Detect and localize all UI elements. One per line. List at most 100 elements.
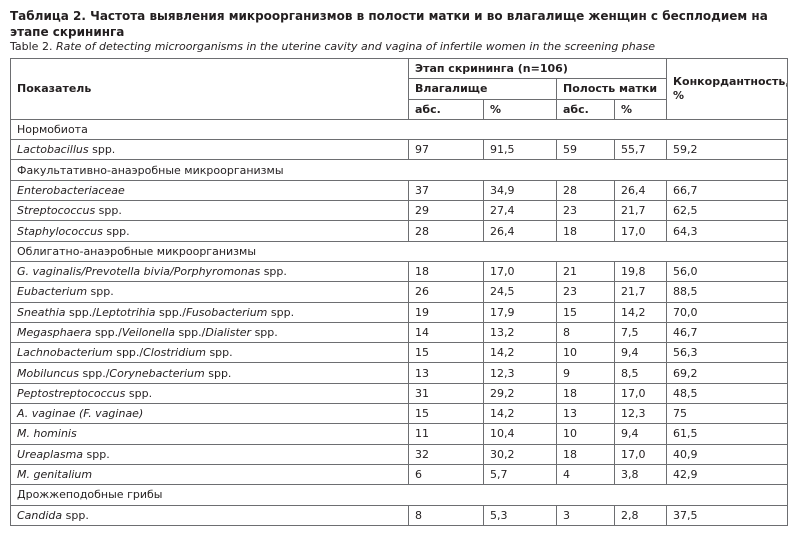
label-cell: Sneathia spp./Leptotrihia spp./Fusobacte… [10,301,409,323]
value-cell: 5,3 [483,504,557,526]
label-part: Candida [17,508,63,522]
label-part: spp. [251,326,278,339]
label-part: M. genitalium [17,468,93,482]
value-cell: 18 [556,220,615,242]
value-cell: 56,3 [666,342,789,364]
value-cell: 37 [408,179,484,202]
value-cell: 12,3 [483,362,557,384]
value-cell: 15 [408,403,484,425]
label-part: Mobiluncus [17,366,80,380]
data-table: Показатель Этап скрининга (n=106) Конкор… [9,57,789,526]
label-part: Leptotrihia [95,305,156,319]
label-part: spp./ [112,346,144,360]
label-part: Peptostreptococcus [17,386,126,400]
header-cell: Конкордантность, % [666,58,789,120]
label-part: spp. [204,366,232,380]
value-cell: 28 [556,179,615,202]
label-cell: Eubacterium spp. [10,281,409,303]
label-cell: Megasphaera spp./Veilonella spp./Dialist… [10,321,409,344]
label-part: spp./ [174,326,206,339]
label-cell: Ureaplasma spp. [10,443,409,465]
label-cell: Streptococcus spp. [10,200,409,222]
value-cell: 14,2 [483,342,557,364]
value-cell: 5,7 [483,463,557,486]
value-cell: 75 [666,403,789,425]
label-cell: Enterobacteriaceae [10,179,409,202]
value-cell: 8,5 [613,362,668,384]
label-part: Staphylococcus [17,224,103,238]
label-part: spp. [62,508,89,522]
label-part: spp. [83,447,110,461]
value-cell: 9,4 [613,423,668,445]
label-part: spp. [205,346,233,360]
label-part: Lactobacillus [17,143,89,157]
value-cell: 27,4 [483,200,557,222]
section-row: Дрожжеподобные грибы [9,484,789,506]
value-cell: 15 [408,342,484,364]
value-cell: 46,7 [666,321,789,344]
value-cell: 91,5 [483,139,557,161]
header-cell: Этап скрининга (n=106) [407,57,668,80]
label-part: spp. [88,143,116,157]
value-cell: 17,9 [483,301,557,323]
label-cell: M. hominis [10,423,409,445]
data-row: Mobiluncus spp./Corynebacterium spp. 13 12… [10,362,789,384]
value-cell: 28 [408,220,484,242]
label-cell: Mobiluncus spp./Corynebacterium spp. [10,362,409,384]
value-cell: 34,9 [483,179,557,202]
label-part: spp./ [155,305,186,319]
value-cell: 55,7 [613,139,668,161]
value-cell: 30,2 [483,443,557,465]
section-row: Нормобиота [9,118,789,141]
label-cell: Peptostreptococcus spp. [10,382,409,405]
label-part: M. hominis [17,427,77,441]
value-cell: 8 [408,504,484,526]
section-cell: Факультативно-анаэробные микроорганизмы [9,159,789,181]
header-cell: абс. [408,98,484,120]
value-cell: 42,9 [666,463,789,486]
data-row: A. vaginae (F. vaginae) 15 14,2 13 12,3 75 [10,403,789,425]
value-cell: 21,7 [613,200,668,222]
data-row: Lactobacillus spp. 97 91,5 59 55,7 59,2 [10,139,789,161]
data-row: M. genitalium 6 5,7 4 3,8 42,9 [10,463,789,486]
header-row: Показатель Этап скрининга (n=106) Конкор… [10,57,789,120]
value-cell: 18 [408,260,484,283]
value-cell: 12,3 [613,403,668,425]
value-cell: 13,2 [483,321,557,344]
value-cell: 18 [556,443,615,465]
header-cell: % [613,98,668,120]
label-cell: M. genitalium [10,463,409,486]
label-part: Enterobacteriaceae [17,183,125,197]
table-title-en: Table 2. Rate of detecting microorganism… [10,40,786,54]
section-cell: Дрожжеподобные грибы [9,484,789,506]
value-cell: 19,8 [613,260,668,283]
caption: Таблица 2. Частота выявления микрооргани… [10,8,786,54]
value-cell: 21 [556,260,615,283]
value-cell: 24,5 [483,281,557,303]
data-row: Streptococcus spp. 29 27,4 23 21,7 62,5 [10,200,789,222]
label-cell: Staphylococcus spp. [10,220,409,242]
value-cell: 3 [556,504,615,526]
label-cell: Candida spp. [10,504,409,526]
value-cell: 66,7 [666,179,789,202]
label-part: spp. [260,265,287,279]
label-part: Sneathia [17,305,66,319]
value-cell: 10,4 [483,423,557,445]
table-body: Показатель Этап скрининга (n=106) Конкор… [9,57,789,526]
label-part: spp. [125,386,153,400]
value-cell: 11 [408,423,484,445]
value-cell: 26,4 [483,220,557,242]
value-cell: 40,9 [666,443,789,465]
label-part: Fusobacterium [185,305,268,319]
label-part: A. vaginae (F. vaginae) [17,407,144,421]
value-cell: 6 [408,463,484,486]
value-cell: 70,0 [666,301,789,323]
value-cell: 7,5 [613,321,668,344]
value-cell: 17,0 [613,382,668,405]
data-row: Staphylococcus spp. 28 26,4 18 17,0 64,3 [10,220,789,242]
value-cell: 59,2 [666,139,789,161]
data-row: G. vaginalis/Prevotella bivia/Porphyromo… [10,260,789,283]
section-cell: Нормобиота [9,118,789,141]
value-cell: 2,8 [613,504,668,526]
label-part: Megasphaera [17,326,92,339]
